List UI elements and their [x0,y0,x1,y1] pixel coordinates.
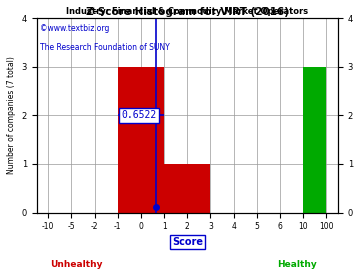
Text: Industry: Financial & Commodity Market Operators: Industry: Financial & Commodity Market O… [66,7,309,16]
Title: Z-Score Histogram for VIRT (2016): Z-Score Histogram for VIRT (2016) [86,7,289,17]
Text: The Research Foundation of SUNY: The Research Foundation of SUNY [40,43,169,52]
Bar [118,67,164,212]
Text: Healthy: Healthy [277,260,317,269]
Text: Unhealthy: Unhealthy [50,260,103,269]
Bar [303,67,327,212]
X-axis label: Score: Score [172,237,203,247]
Text: ©www.textbiz.org: ©www.textbiz.org [40,24,109,33]
Bar [164,164,211,212]
Y-axis label: Number of companies (7 total): Number of companies (7 total) [7,56,16,174]
Text: 0.6522: 0.6522 [121,110,156,120]
